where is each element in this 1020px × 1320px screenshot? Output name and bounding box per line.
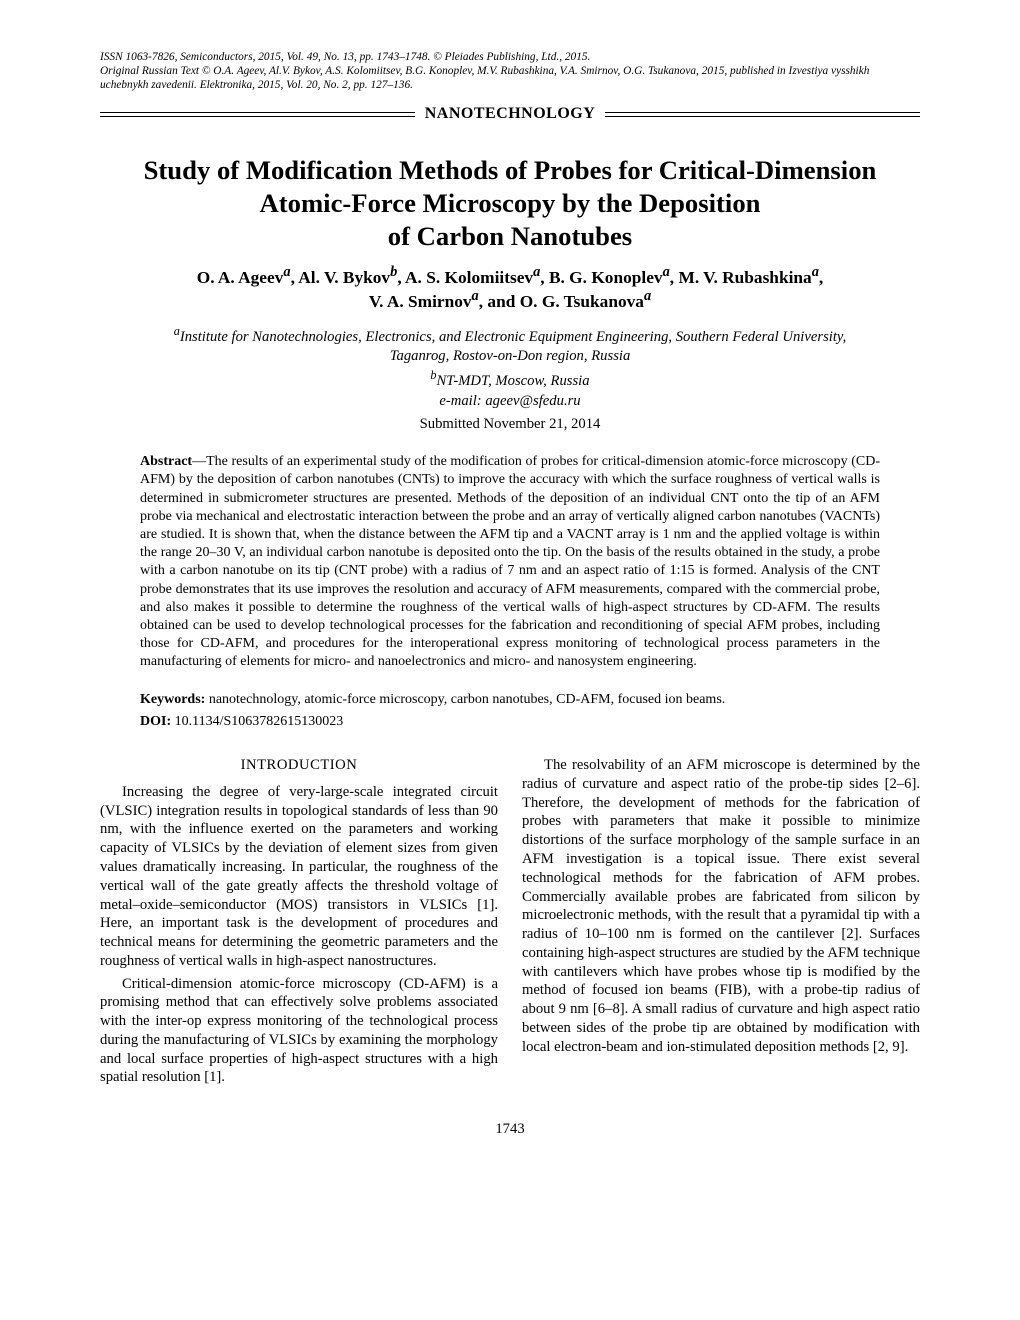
rubric-label: NANOTECHNOLOGY (415, 104, 606, 123)
submitted-date: Submitted November 21, 2014 (100, 416, 920, 434)
author-3: , A. S. Kolomiitsev (397, 267, 533, 286)
rubric-divider: NANOTECHNOLOGY (100, 104, 920, 123)
doi-block: DOI: 10.1134/S1063782615130023 (140, 714, 880, 731)
abstract-label: Abstract (140, 454, 192, 469)
abstract-block: Abstract—The results of an experimental … (140, 453, 880, 671)
divider-line-right (605, 112, 920, 117)
keywords-text: nanotechnology, atomic-force microscopy,… (205, 692, 725, 707)
authors-block: O. A. Ageeva, Al. V. Bykovb, A. S. Kolom… (100, 264, 920, 313)
right-paragraph-1: The resolvability of an AFM microscope i… (522, 756, 920, 1056)
left-column: INTRODUCTION Increasing the degree of ve… (100, 756, 498, 1091)
keywords-block: Keywords: nanotechnology, atomic-force m… (140, 692, 880, 709)
author-4: , B. G. Konoplev (540, 267, 662, 286)
paper-title: Study of Modification Methods of Probes … (100, 154, 920, 254)
keywords-label: Keywords: (140, 692, 205, 707)
original-text-line: Original Russian Text © O.A. Ageev, Al.V… (100, 64, 920, 92)
author-5-sup: a (812, 264, 819, 280)
aff-a-line1: Institute for Nanotechnologies, Electron… (180, 329, 846, 345)
left-paragraph-1: Increasing the degree of very-large-scal… (100, 783, 498, 971)
author-7-sup: a (644, 288, 651, 304)
aff-a-line2: Taganrog, Rostov-on-Don region, Russia (390, 348, 631, 364)
aff-b: NT-MDT, Moscow, Russia (437, 373, 590, 389)
abstract-text: —The results of an experimental study of… (140, 454, 880, 669)
introduction-heading: INTRODUCTION (100, 756, 498, 775)
divider-line-left (100, 112, 415, 117)
doi-label: DOI: (140, 714, 171, 729)
author-7: , and O. G. Tsukanova (479, 292, 644, 311)
title-line-2: Atomic-Force Microscopy by the Depositio… (260, 188, 761, 218)
body-columns: INTRODUCTION Increasing the degree of ve… (100, 756, 920, 1091)
author-1-sup: a (283, 264, 290, 280)
left-paragraph-2: Critical-dimension atomic-force microsco… (100, 975, 498, 1088)
author-6-sup: a (472, 288, 479, 304)
author-6: V. A. Smirnov (369, 292, 472, 311)
author-4-sup: a (663, 264, 670, 280)
affiliations-block: aInstitute for Nanotechnologies, Electro… (100, 323, 920, 412)
title-line-1: Study of Modification Methods of Probes … (144, 155, 877, 185)
title-line-3: of Carbon Nanotubes (388, 221, 632, 251)
email: e-mail: ageev@sfedu.ru (439, 393, 580, 409)
right-column: The resolvability of an AFM microscope i… (522, 756, 920, 1091)
author-2: , Al. V. Bykov (291, 267, 391, 286)
doi-value: 10.1134/S1063782615130023 (171, 714, 343, 729)
author-5: , M. V. Rubashkina (670, 267, 812, 286)
issn-line: ISSN 1063-7826, Semiconductors, 2015, Vo… (100, 50, 920, 64)
page-number: 1743 (100, 1121, 920, 1139)
author-5-comma: , (819, 267, 823, 286)
author-1: O. A. Ageev (197, 267, 284, 286)
issn-header: ISSN 1063-7826, Semiconductors, 2015, Vo… (100, 50, 920, 92)
